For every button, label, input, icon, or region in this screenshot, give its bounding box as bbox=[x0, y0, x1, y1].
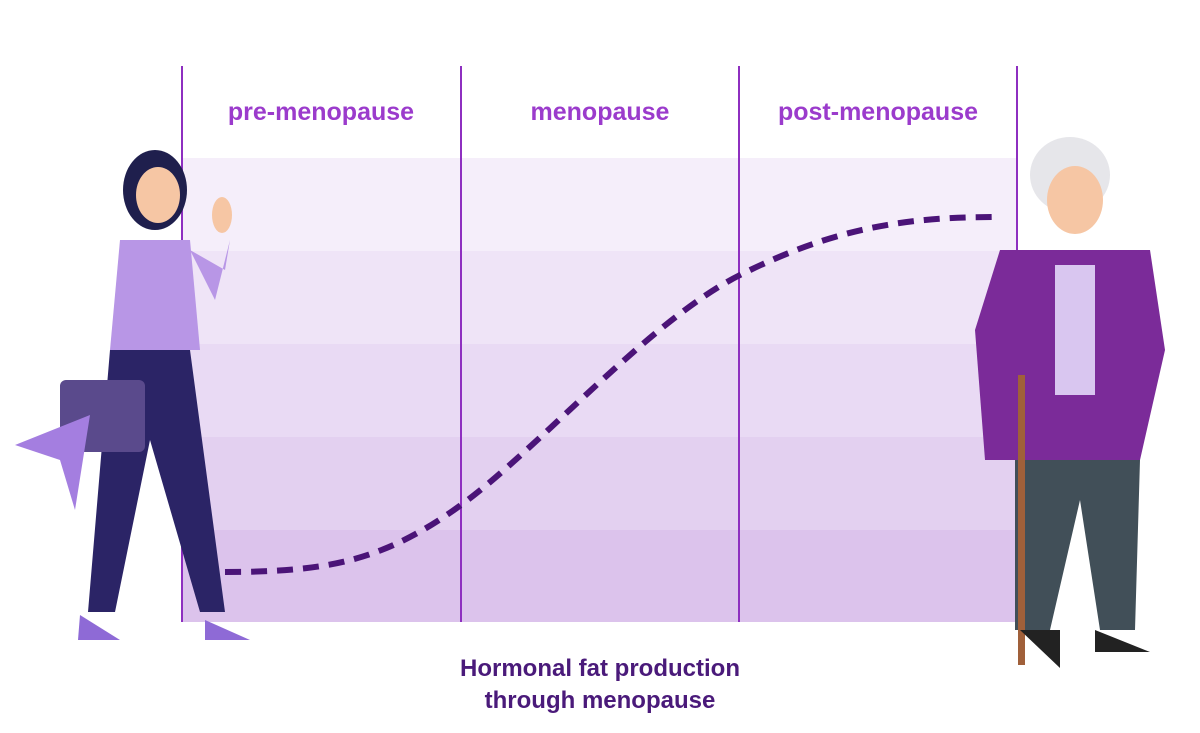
elderly-woman-illustration bbox=[975, 137, 1165, 668]
diagram-caption: Hormonal fat production through menopaus… bbox=[400, 653, 800, 717]
band-2 bbox=[182, 251, 1017, 344]
young-woman-illustration bbox=[15, 150, 250, 640]
phase-label-post-menopause: post-menopause bbox=[777, 98, 979, 126]
caption-line-1: Hormonal fat production bbox=[460, 655, 740, 682]
caption-line-2: through menopause bbox=[484, 687, 716, 714]
phase-label-menopause: menopause bbox=[530, 98, 670, 126]
band-4 bbox=[182, 437, 1017, 530]
band-1 bbox=[182, 158, 1017, 251]
background-bands bbox=[182, 158, 1017, 622]
band-3 bbox=[182, 344, 1017, 437]
phase-label-pre-menopause: pre-menopause bbox=[227, 98, 415, 126]
band-5 bbox=[182, 530, 1017, 622]
fat-production-curve bbox=[224, 214, 996, 575]
